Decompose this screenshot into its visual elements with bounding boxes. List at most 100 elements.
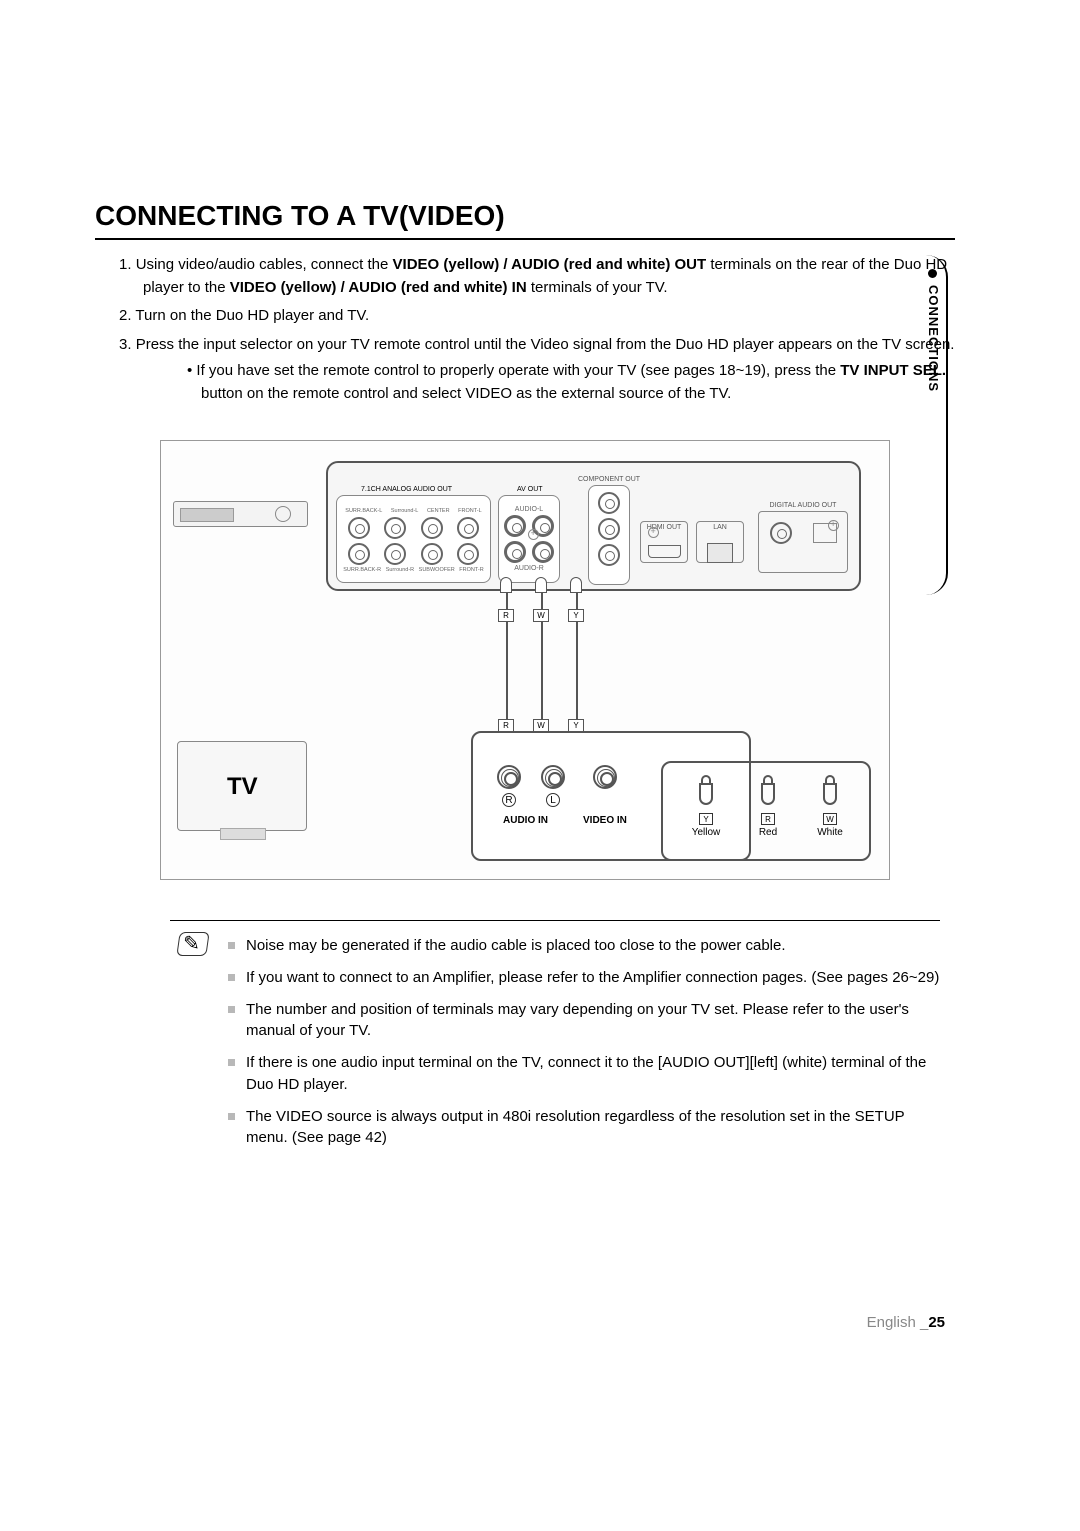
step-1: 1. Using video/audio cables, connect the… <box>119 254 955 299</box>
analog-row-2 <box>341 541 486 567</box>
plug-top-w <box>535 577 547 593</box>
tv-port-r-label: R <box>502 793 516 807</box>
video-in-label: VIDEO IN <box>583 815 627 826</box>
avout-title: AV OUT <box>513 486 547 493</box>
main-heading: CONNECTING TO A TV(VIDEO) <box>95 200 955 240</box>
cable-tag-r1: R <box>498 609 514 622</box>
cable-legend: Y Yellow R Red W White <box>661 761 871 861</box>
plug-top-r <box>500 577 512 593</box>
step-1-text-d: VIDEO (yellow) / AUDIO (red and white) I… <box>230 279 527 296</box>
note-5: The VIDEO source is always output in 480… <box>228 1106 940 1150</box>
port-analog-7 <box>421 543 443 565</box>
notes-list: Noise may be generated if the audio cabl… <box>228 935 940 1149</box>
step-1-text-e: terminals of your TV. <box>527 279 668 296</box>
step-2-prefix: 2. <box>119 307 132 324</box>
cable-tag-y1: Y <box>568 609 584 622</box>
legend-name-y: Yellow <box>679 827 733 838</box>
step-3b-c: button on the remote control and select … <box>201 385 731 402</box>
legend-name-r: Red <box>741 827 795 838</box>
legend-tag-y: Y <box>699 813 713 825</box>
page-footer: English _25 <box>867 1314 945 1331</box>
lbl-fr: FRONT-R <box>459 567 483 573</box>
port-digital-coax <box>770 522 792 544</box>
av-out-group: AV OUT AUDIO-L AUDIO-R <box>498 495 560 583</box>
note-1: Noise may be generated if the audio cabl… <box>228 935 940 957</box>
screw-1 <box>528 529 539 540</box>
port-comp-pb <box>598 518 620 540</box>
port-analog-2 <box>384 517 406 539</box>
lbl-c: CENTER <box>427 508 450 514</box>
analog-audio-out-group: 7.1CH ANALOG AUDIO OUT SURR.BACK-L Surro… <box>336 495 491 583</box>
note-2: If you want to connect to an Amplifier, … <box>228 967 940 989</box>
port-analog-4 <box>457 517 479 539</box>
analog-title: 7.1CH ANALOG AUDIO OUT <box>357 486 456 493</box>
lbl-sr: Surround-R <box>386 567 414 573</box>
digital-audio-out-group: DIGITAL AUDIO OUT <box>758 511 848 573</box>
connection-diagram: 7.1CH ANALOG AUDIO OUT SURR.BACK-L Surro… <box>160 440 890 880</box>
note-4: If there is one audio input terminal on … <box>228 1052 940 1096</box>
step-1-text-a: Using video/audio cables, connect the <box>136 256 393 273</box>
step-3b-a: • If you have set the remote control to … <box>187 362 840 379</box>
digital-title: DIGITAL AUDIO OUT <box>759 502 847 509</box>
step-3: 3. Press the input selector on your TV r… <box>119 334 955 406</box>
footer-page: 25 <box>928 1314 945 1331</box>
footer-lang: English _ <box>867 1314 929 1331</box>
player-rear-panel: 7.1CH ANALOG AUDIO OUT SURR.BACK-L Surro… <box>326 461 861 591</box>
note-3: The number and position of terminals may… <box>228 999 940 1043</box>
player-control-dial <box>275 506 291 522</box>
legend-white: W White <box>803 775 857 838</box>
step-3-prefix: 3. <box>119 336 132 353</box>
lbl-fl: FRONT-L <box>458 508 482 514</box>
port-analog-8 <box>457 543 479 565</box>
port-audio-r <box>504 541 526 563</box>
note-icon <box>176 932 209 956</box>
avout-audio-r: AUDIO-R <box>501 565 557 572</box>
step-1-text-b: VIDEO (yellow) / AUDIO (red and white) O… <box>393 256 707 273</box>
analog-labels-top: SURR.BACK-L Surround-L CENTER FRONT-L <box>341 508 486 514</box>
instruction-steps: 1. Using video/audio cables, connect the… <box>119 254 955 405</box>
screw-2 <box>648 527 659 538</box>
legend-tag-w: W <box>823 813 837 825</box>
port-audio-l <box>504 515 526 537</box>
port-analog-6 <box>384 543 406 565</box>
lan-group: LAN <box>696 521 744 563</box>
port-svideo <box>532 541 554 563</box>
tv-port-audio-r <box>497 765 521 789</box>
lbl-sbl: SURR.BACK-L <box>345 508 382 514</box>
legend-plug-y <box>694 775 718 811</box>
lbl-sw: SUBWOOFER <box>419 567 455 573</box>
cable-tag-w1: W <box>533 609 549 622</box>
port-analog-3 <box>421 517 443 539</box>
legend-red: R Red <box>741 775 795 838</box>
hdmi-out-group: HDMI OUT <box>640 521 688 563</box>
step-1-prefix: 1. <box>119 256 132 273</box>
avout-row-2 <box>501 539 557 565</box>
lan-title: LAN <box>697 524 743 531</box>
step-2: 2. Turn on the Duo HD player and TV. <box>119 305 955 328</box>
notes-section: Noise may be generated if the audio cabl… <box>180 920 940 1159</box>
port-analog-5 <box>348 543 370 565</box>
lbl-sbr: SURR.BACK-R <box>343 567 381 573</box>
plug-top-y <box>570 577 582 593</box>
step-2-text: Turn on the Duo HD player and TV. <box>135 307 369 324</box>
screw-3 <box>828 520 839 531</box>
notes-divider <box>170 920 940 921</box>
legend-name-w: White <box>803 827 857 838</box>
tv-port-audio-l <box>541 765 565 789</box>
avout-audio-l: AUDIO-L <box>501 506 557 513</box>
audio-in-label: AUDIO IN <box>503 815 548 826</box>
lan-port <box>707 543 733 563</box>
analog-row-1 <box>341 515 486 541</box>
hdmi-port <box>648 545 681 558</box>
step-3b-b: TV INPUT SEL. <box>840 362 946 379</box>
component-out-group: COMPONENT OUT <box>588 485 630 585</box>
step-3-text: Press the input selector on your TV remo… <box>136 336 955 353</box>
legend-plug-r <box>756 775 780 811</box>
step-3-sub: • If you have set the remote control to … <box>187 360 955 405</box>
tv-label: TV <box>227 773 258 801</box>
port-analog-1 <box>348 517 370 539</box>
legend-plug-w <box>818 775 842 811</box>
lbl-sl: Surround-L <box>391 508 419 514</box>
legend-tag-r: R <box>761 813 775 825</box>
player-disc-tray <box>180 508 234 522</box>
